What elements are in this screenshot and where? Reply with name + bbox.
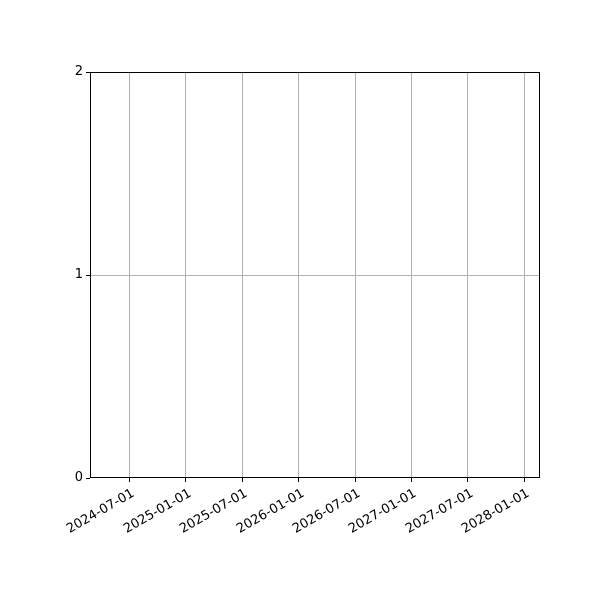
x-tick-mark [354, 478, 356, 482]
y-gridline [91, 275, 539, 276]
y-tick-label: 2 [74, 64, 83, 79]
x-tick-mark [411, 478, 412, 482]
x-tick-mark [298, 478, 300, 482]
y-tick-mark [86, 71, 90, 73]
x-tick-mark [185, 478, 187, 482]
y-tick-label: 0 [74, 470, 83, 485]
x-tick-mark [467, 478, 469, 482]
x-tick-mark [241, 478, 243, 482]
x-tick-mark [523, 478, 525, 482]
x-tick-mark [129, 478, 130, 482]
y-tick-mark [86, 477, 90, 479]
plot-area [90, 72, 540, 478]
y-tick-mark [86, 274, 90, 276]
y-tick-label: 1 [74, 267, 83, 282]
